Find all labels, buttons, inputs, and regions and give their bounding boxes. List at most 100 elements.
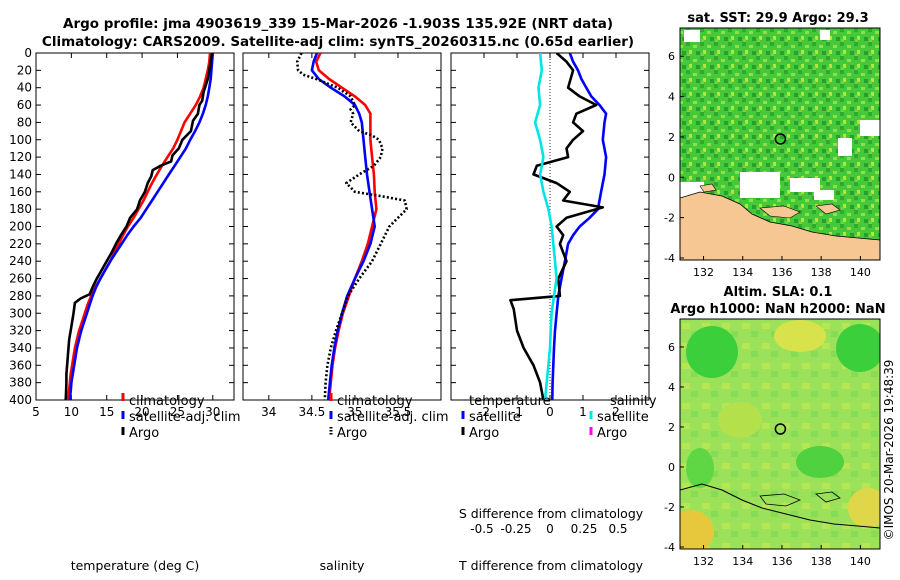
y-tick-label: 160 (9, 185, 32, 199)
sst-land (680, 191, 880, 260)
x-tick-label: -1 (511, 405, 523, 419)
sst-island (759, 205, 801, 219)
sst-gap (814, 190, 834, 200)
map-y-tick-label: 4 (668, 91, 675, 104)
series-line-s-satellite (533, 53, 558, 400)
title-line-2: Climatology: CARS2009. Satellite-adj cli… (42, 34, 634, 50)
d-legend-s-argo-label: Argo (597, 426, 627, 441)
x-tick-label: 10 (64, 405, 79, 419)
y-tick-label: 220 (9, 237, 32, 251)
map-y-tick-label: -2 (664, 212, 675, 225)
sst-map-frame (679, 27, 881, 261)
y-tick-label: 100 (9, 133, 32, 147)
s-legend-argo-label: Argo (337, 426, 367, 441)
d-legend-t-argo-label: Argo (469, 426, 499, 441)
y-tick-label: 340 (9, 341, 32, 355)
map-y-tick-label: 2 (668, 131, 675, 144)
legend-climatology-label: climatology (129, 394, 205, 409)
map-y-tick-label: 0 (668, 461, 675, 474)
map-x-tick-label: 132 (693, 555, 714, 568)
temperature-legend: climatology satellite-adj. clim Argo (121, 393, 241, 441)
sla-map-title-1: Altim. SLA: 0.1 (724, 285, 833, 300)
map-x-tick-label: 140 (850, 266, 871, 279)
map-y-tick-label: 0 (668, 171, 675, 184)
x-tick-label: 1 (579, 405, 587, 419)
salinity-legend: climatology satellite-adj. clim Argo (329, 393, 449, 441)
sst-map-title: sat. SST: 29.9 Argo: 29.3 (687, 11, 868, 26)
sst-gap (740, 172, 780, 198)
d-legend-salinity-header: salinity (610, 394, 657, 409)
y-tick-label: 380 (9, 376, 32, 390)
y-tick-label: 320 (9, 324, 32, 338)
x-tick-label: 35.5 (385, 405, 412, 419)
series-line-argo (295, 53, 408, 400)
sst-gap (684, 30, 700, 42)
series-line-satellite-adj-clim (68, 53, 215, 400)
x-tick-label: -2 (478, 405, 490, 419)
series-line-argo (64, 53, 214, 400)
y-tick-label: 240 (9, 254, 32, 268)
x-tick-label: 34.5 (299, 405, 326, 419)
map-x-tick-label: 136 (771, 555, 792, 568)
sla-blob (686, 326, 738, 378)
d-legend-s-satellite-label: satellite (597, 410, 649, 425)
map-x-tick-label: 134 (732, 266, 753, 279)
y-tick-label: 180 (9, 202, 32, 216)
s-legend-climatology-label: climatology (337, 394, 413, 409)
y-tick-label: 140 (9, 167, 32, 181)
sla-map-frame (679, 318, 881, 550)
salinity-panel: 34 34.5 35 35.5 salinity climatology satell… (242, 52, 449, 573)
y-tick-label: 260 (9, 272, 32, 286)
x-tick-label: 0 (546, 405, 554, 419)
sla-blob (836, 324, 880, 372)
title-line-1: Argo profile: jma 4903619_339 15-Mar-202… (63, 16, 613, 32)
y-tick-label: 300 (9, 306, 32, 320)
sla-map: Altim. SLA: 0.1 Argo h1000: NaN h2000: N… (664, 285, 886, 568)
x-tick-label: 5 (32, 405, 40, 419)
x-tick-label: 35 (347, 405, 362, 419)
sla-blob (848, 488, 880, 528)
s-diff-tick-label: -0.25 (500, 522, 531, 536)
sla-coastline (680, 483, 880, 529)
imos-timestamp: ©IMOS 20-Mar-2026 19:48:39 (882, 360, 896, 541)
map-y-tick-label: -4 (664, 252, 675, 265)
s-diff-tick-label: 0.25 (571, 522, 598, 536)
difference-legend: temperature satellite Argo salinity sate… (461, 394, 657, 441)
salinity-axes-box (242, 52, 442, 401)
s-diff-tick-label: -0.5 (470, 522, 493, 536)
sst-argo-marker (774, 133, 787, 145)
t-difference-xlabel: T difference from climatology (458, 558, 644, 573)
salinity-xlabel: salinity (320, 558, 365, 573)
y-tick-label: 280 (9, 289, 32, 303)
sst-gap (820, 30, 830, 40)
map-x-tick-label: 140 (850, 555, 871, 568)
sst-gap (838, 138, 852, 156)
y-tick-label: 400 (9, 393, 32, 407)
y-tick-label: 80 (17, 115, 32, 129)
map-x-tick-label: 136 (771, 266, 792, 279)
sla-argo-marker (774, 423, 787, 435)
series-line-satellite-adj-clim (310, 53, 377, 400)
s-diff-tick-label: 0 (546, 522, 554, 536)
y-tick-label: 60 (17, 98, 32, 112)
sst-island (699, 183, 717, 193)
temperature-xlabel: temperature (deg C) (71, 558, 200, 573)
legend-argo-label: Argo (129, 426, 159, 441)
temperature-panel: 5 10 15 20 25 3002040608010012014016018020022… (9, 46, 241, 573)
s-difference-xlabel: S difference from climatology (459, 506, 644, 521)
map-y-tick-label: 6 (668, 341, 675, 354)
y-tick-label: 360 (9, 358, 32, 372)
y-tick-label: 0 (24, 46, 32, 60)
sla-coastline (759, 493, 802, 507)
map-x-tick-label: 132 (693, 266, 714, 279)
difference-panel: -2 -1 0 1 2 T difference from climatology S … (450, 52, 657, 573)
sla-blob (774, 320, 826, 352)
d-legend-t-satellite-label: satellite (469, 410, 521, 425)
sla-blob (680, 510, 714, 549)
y-tick-label: 120 (9, 150, 32, 164)
y-tick-label: 40 (17, 81, 32, 95)
sst-map: sat. SST: 29.9 Argo: 29.3 132 134 136 138 14… (664, 11, 881, 279)
x-tick-label: 2 (612, 405, 620, 419)
map-x-tick-label: 134 (732, 555, 753, 568)
